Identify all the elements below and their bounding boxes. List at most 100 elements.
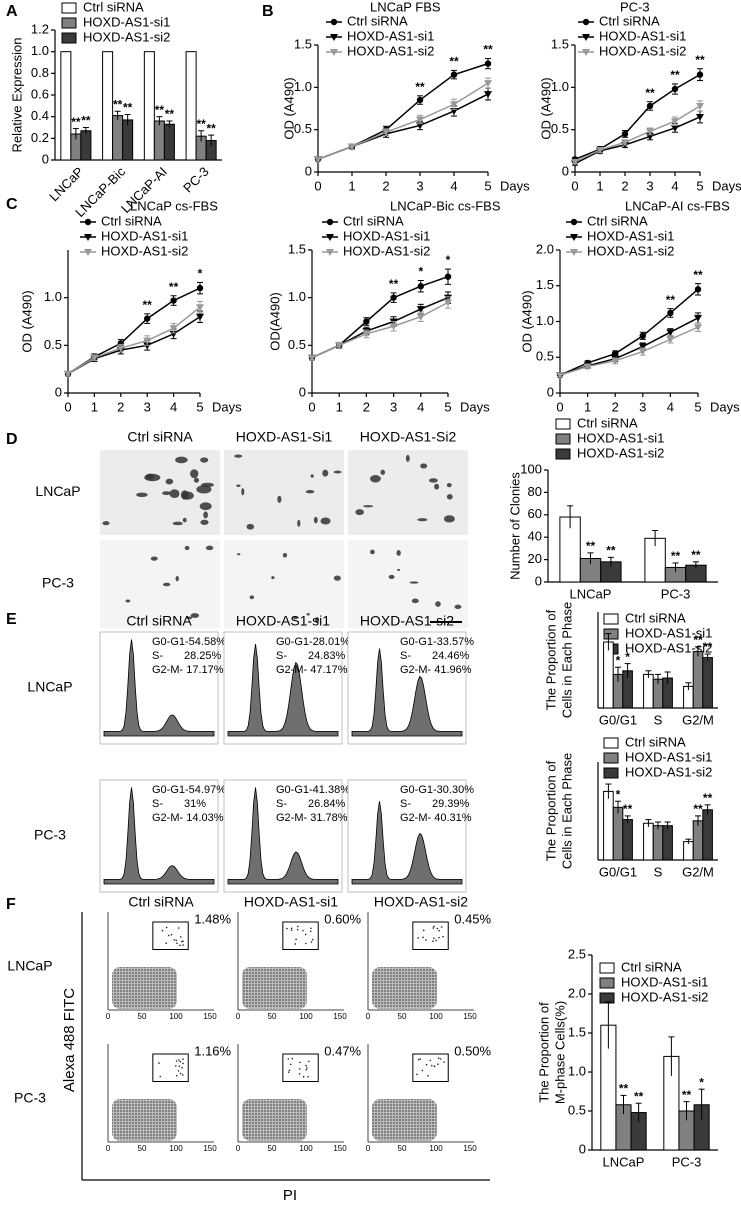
marker — [671, 118, 679, 126]
colony — [205, 545, 214, 551]
error-bar — [664, 821, 671, 830]
error-bar — [692, 561, 699, 569]
line — [67, 316, 201, 375]
error-bar — [82, 127, 89, 134]
marker — [416, 313, 425, 321]
error-bar — [156, 116, 163, 126]
bar — [102, 51, 114, 161]
colony — [196, 485, 212, 494]
bar — [683, 841, 694, 861]
colony — [271, 576, 275, 580]
x-tick-label: 1 — [584, 399, 591, 414]
marker — [484, 91, 492, 99]
y-tick-label: 0.2 — [31, 130, 49, 145]
dot-x-tick-label: 0 — [236, 1144, 241, 1153]
error-bar — [652, 529, 659, 547]
marker — [308, 354, 316, 362]
gate — [412, 921, 449, 950]
gated-cell — [309, 930, 312, 933]
legend-swatch — [599, 977, 615, 989]
y-tick-label: 0 — [42, 151, 49, 166]
gated-cell — [179, 1060, 182, 1063]
colony — [446, 482, 452, 488]
colony — [333, 470, 342, 474]
y-tick-label: 2.0 — [568, 985, 586, 1000]
significance: ** — [483, 43, 493, 57]
cycle-label: G0-G1-33.57% — [400, 636, 474, 648]
significance: ** — [623, 802, 633, 816]
cycle-label: 24.83% — [308, 650, 346, 662]
gated-cell — [177, 927, 180, 929]
gated-cell — [174, 1065, 177, 1067]
micrograph — [100, 540, 220, 628]
line — [559, 326, 699, 376]
significance: ** — [606, 544, 616, 558]
bar — [652, 825, 664, 861]
error-bar — [114, 110, 121, 120]
x-tick-label: 4 — [667, 399, 674, 414]
x-tick-label: 3 — [639, 399, 646, 414]
colony — [293, 616, 298, 620]
cycle-label: S- — [400, 798, 411, 810]
x-axis-label: Days — [712, 178, 741, 193]
dot-x-tick-label: 150 — [203, 1012, 217, 1021]
gated-cell — [308, 1060, 310, 1063]
gate-percentage: 0.60% — [324, 911, 361, 926]
bar — [662, 825, 673, 861]
histogram-frame — [223, 631, 343, 745]
histogram-frame — [347, 631, 467, 745]
colony — [297, 519, 301, 527]
colony — [446, 494, 453, 500]
significance: ** — [206, 121, 216, 135]
bar — [643, 673, 654, 709]
gated-cell — [435, 939, 437, 942]
error-bar — [587, 552, 594, 565]
colony — [315, 617, 320, 623]
significance: ** — [155, 103, 165, 117]
gated-cell — [438, 929, 440, 932]
x-tick-label: 3 — [390, 399, 397, 414]
gated-cell — [429, 1059, 432, 1062]
colony — [201, 482, 214, 488]
marker — [348, 143, 356, 151]
gated-cell — [433, 925, 435, 928]
y-tick-label: 60 — [528, 506, 542, 521]
histogram — [351, 648, 463, 737]
y-axis-label: OD (A490) — [19, 290, 34, 352]
histogram — [103, 787, 215, 885]
legend-label: HOXD-AS1-si1 — [83, 14, 170, 29]
colony — [181, 491, 194, 500]
colony — [380, 469, 386, 475]
significance: * — [616, 787, 621, 801]
legend-label: HOXD-AS1-si2 — [587, 243, 674, 258]
y-axis-label: Relative Expression — [9, 38, 24, 153]
gated-cell — [168, 934, 170, 937]
marker — [326, 234, 334, 241]
y-tick-label: 2.0 — [536, 241, 554, 256]
colony — [145, 473, 154, 480]
significance: ** — [671, 549, 681, 563]
y-tick-label: 1.0 — [288, 289, 306, 304]
gated-cell — [181, 1066, 183, 1069]
marker — [667, 309, 674, 317]
significance: * — [625, 650, 630, 664]
error-bar — [704, 653, 711, 662]
x-tick-label: PC-3 — [180, 164, 212, 196]
error-bar — [624, 663, 631, 678]
dot-x-tick-label: 0 — [236, 1012, 241, 1021]
colony — [306, 612, 310, 616]
significance: * — [699, 1075, 704, 1089]
colony — [320, 517, 331, 525]
gated-cell — [421, 1069, 424, 1072]
marker — [444, 273, 452, 280]
marker — [450, 71, 458, 78]
legend-swatch — [603, 752, 619, 764]
dot-x-tick-label: 50 — [138, 1012, 147, 1021]
cell-cloud — [112, 967, 177, 1009]
error-bar — [624, 815, 631, 824]
column-header: HOXD-AS1-si2 — [374, 894, 468, 910]
significance: ** — [703, 640, 713, 654]
line — [67, 306, 201, 375]
gate — [282, 1053, 319, 1082]
